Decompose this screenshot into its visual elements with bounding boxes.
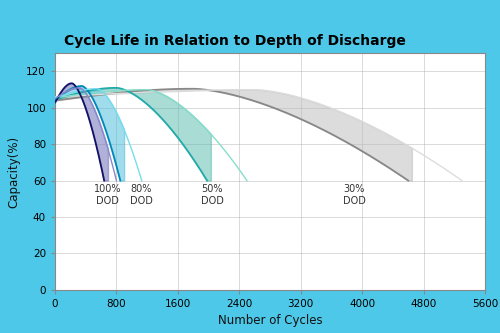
- Text: 50%
DOD: 50% DOD: [201, 184, 224, 206]
- Text: Cycle Life in Relation to Depth of Discharge: Cycle Life in Relation to Depth of Disch…: [64, 34, 406, 48]
- Text: 30%
DOD: 30% DOD: [343, 184, 366, 206]
- X-axis label: Number of Cycles: Number of Cycles: [218, 314, 322, 327]
- Y-axis label: Capacity(%): Capacity(%): [8, 136, 20, 207]
- Text: 100%
DOD: 100% DOD: [94, 184, 121, 206]
- Text: 80%
DOD: 80% DOD: [130, 184, 152, 206]
